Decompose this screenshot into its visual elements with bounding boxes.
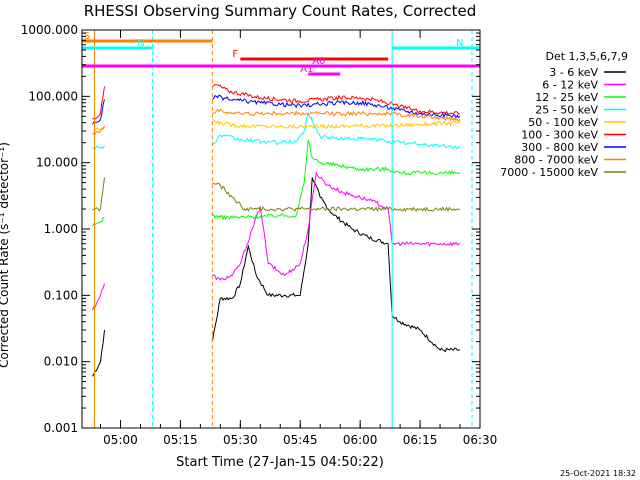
flag-label-2: N bbox=[456, 38, 463, 49]
series-line-3-1 bbox=[211, 111, 461, 150]
legend-label-1: 6 - 12 keV bbox=[542, 79, 598, 92]
x-tick-label-2: 05:30 bbox=[223, 433, 258, 447]
y-tick-label-4: 10.000 bbox=[36, 156, 78, 170]
flag-label-4: A0 bbox=[312, 56, 325, 67]
series-line-7-1 bbox=[212, 108, 461, 122]
series-line-2-1 bbox=[212, 139, 461, 221]
x-tick-label-1: 05:15 bbox=[163, 433, 198, 447]
x-tick-label-4: 06:00 bbox=[343, 433, 378, 447]
x-tick-label-3: 05:45 bbox=[283, 433, 318, 447]
chart-title: RHESSI Observing Summary Count Rates, Co… bbox=[84, 2, 477, 20]
x-axis-label: Start Time (27-Jan-15 04:50:22) bbox=[176, 455, 384, 470]
legend-label-5: 100 - 300 keV bbox=[521, 129, 598, 142]
plot-frame bbox=[81, 29, 481, 429]
footer-timestamp: 25-Oct-2021 18:32 bbox=[560, 469, 636, 478]
legend-label-8: 7000 - 15000 keV bbox=[500, 166, 598, 179]
legend-label-2: 12 - 25 keV bbox=[535, 91, 598, 104]
series-line-1-1 bbox=[212, 171, 461, 281]
y-tick-label-2: 0.100 bbox=[44, 288, 78, 302]
x-tick-label-6: 06:30 bbox=[463, 433, 498, 447]
flag-label-5: A1 bbox=[300, 64, 313, 75]
y-tick-label-0: 0.001 bbox=[44, 421, 78, 435]
series-line-6-1 bbox=[212, 94, 461, 119]
y-tick-label-3: 1.000 bbox=[44, 222, 78, 236]
legend-label-4: 50 - 100 keV bbox=[528, 116, 598, 129]
legend-label-7: 800 - 7000 keV bbox=[514, 154, 598, 167]
legend-label-6: 300 - 800 keV bbox=[521, 141, 598, 154]
x-tick-label-5: 06:15 bbox=[403, 433, 438, 447]
series-line-4-1 bbox=[212, 118, 461, 130]
x-tick-label-0: 05:00 bbox=[103, 433, 138, 447]
series-line-8-1 bbox=[212, 182, 461, 213]
y-tick-label-1: 0.010 bbox=[44, 355, 78, 369]
legend-label-0: 3 - 6 keV bbox=[549, 66, 598, 79]
series-line-0-1 bbox=[211, 177, 460, 353]
legend-title: Det 1,3,5,6,7,9 bbox=[545, 50, 628, 63]
flag-label-0: S bbox=[84, 31, 90, 42]
y-axis-label: Corrected Count Rate (s⁻¹ detector⁻¹) bbox=[0, 142, 11, 368]
series-line-5-1 bbox=[212, 83, 461, 116]
flag-label-3: F bbox=[232, 49, 238, 60]
y-tick-label-5: 100.000 bbox=[28, 89, 78, 103]
legend-label-3: 25 - 50 keV bbox=[535, 104, 598, 117]
y-tick-label-6: 1000.000 bbox=[21, 23, 78, 37]
flag-label-1: N bbox=[137, 38, 144, 49]
